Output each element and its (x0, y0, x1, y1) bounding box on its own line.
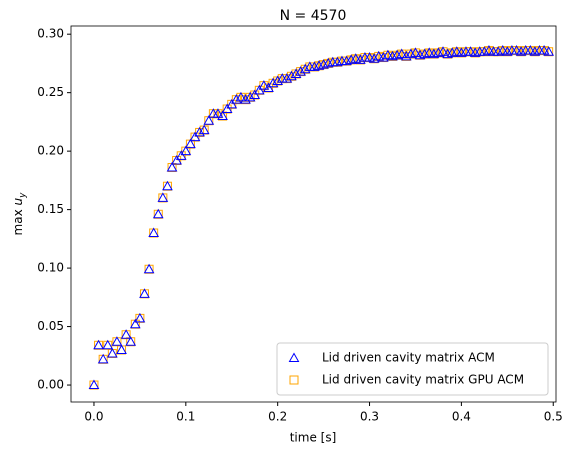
point (543, 46, 555, 56)
point (212, 108, 224, 118)
x-tick-label: 0.0 (84, 410, 103, 424)
legend-label: Lid driven cavity matrix ACM (322, 351, 495, 365)
chart-title: N = 4570 (280, 8, 347, 24)
point (106, 347, 118, 358)
legend-label: Lid driven cavity matrix GPU ACM (322, 373, 524, 387)
point (267, 77, 279, 88)
point (129, 318, 141, 329)
point (217, 110, 228, 121)
y-tick-label: 0.10 (37, 261, 64, 275)
point (171, 154, 182, 165)
point (400, 50, 412, 61)
point (373, 50, 385, 61)
point (166, 161, 178, 172)
point (162, 180, 173, 191)
point (134, 312, 146, 323)
point (143, 263, 155, 274)
point (354, 54, 366, 64)
point (524, 45, 536, 55)
x-tick-label: 0.3 (360, 410, 379, 424)
point (152, 208, 164, 219)
y-label-var: u (11, 197, 25, 205)
point (299, 63, 311, 74)
point (240, 94, 251, 104)
point (272, 75, 284, 85)
point (226, 98, 238, 109)
y-label-sub: y (18, 192, 28, 199)
point (157, 192, 169, 202)
point (377, 52, 389, 62)
y-tick-label: 0.20 (37, 144, 64, 158)
point (396, 48, 408, 59)
point (437, 46, 449, 56)
point (244, 91, 256, 102)
point (221, 103, 233, 114)
point (120, 329, 132, 339)
point (258, 80, 270, 90)
point (286, 70, 297, 81)
point (93, 339, 104, 350)
point (538, 45, 550, 55)
y-tick-label: 0.05 (37, 319, 64, 333)
x-tick-label: 0.4 (452, 410, 471, 424)
y-tick-label: 0.30 (37, 27, 64, 41)
point (203, 115, 215, 125)
point (97, 353, 109, 364)
point (185, 138, 196, 149)
y-tick-label: 0.25 (37, 85, 64, 99)
point (230, 94, 242, 104)
point (451, 46, 463, 56)
y-tick-label: 0.00 (37, 378, 64, 392)
legend-marker (289, 375, 299, 385)
point (295, 66, 306, 76)
point (139, 288, 150, 298)
x-tick-label: 0.2 (268, 410, 287, 424)
point (198, 124, 210, 135)
point (368, 53, 380, 63)
x-tick-label: 0.5 (544, 410, 563, 424)
point (281, 73, 293, 83)
point (497, 45, 509, 55)
point (116, 344, 127, 354)
point (102, 339, 114, 350)
point (511, 45, 522, 55)
y-tick-label: 0.15 (37, 202, 64, 216)
point (253, 84, 265, 95)
plot-frame (70, 25, 557, 403)
point (88, 379, 100, 390)
point (290, 68, 302, 78)
point (111, 336, 123, 346)
point (249, 89, 261, 100)
point (423, 47, 435, 57)
point (410, 47, 421, 57)
point (263, 82, 274, 92)
y-axis-label: max uy (11, 192, 28, 236)
point (180, 145, 192, 156)
point (189, 131, 201, 142)
point (350, 53, 362, 63)
point (465, 46, 476, 56)
point (194, 126, 205, 137)
point (382, 49, 394, 60)
x-tick-label: 0.1 (176, 410, 195, 424)
x-axis-label: time [s] (290, 431, 337, 445)
legend-box (276, 342, 549, 396)
point (364, 52, 375, 62)
y-label-text: max (11, 205, 25, 235)
point (148, 227, 160, 238)
point (235, 91, 247, 102)
point (175, 150, 187, 160)
point (483, 45, 495, 55)
point (125, 336, 137, 346)
legend-marker (288, 352, 300, 362)
